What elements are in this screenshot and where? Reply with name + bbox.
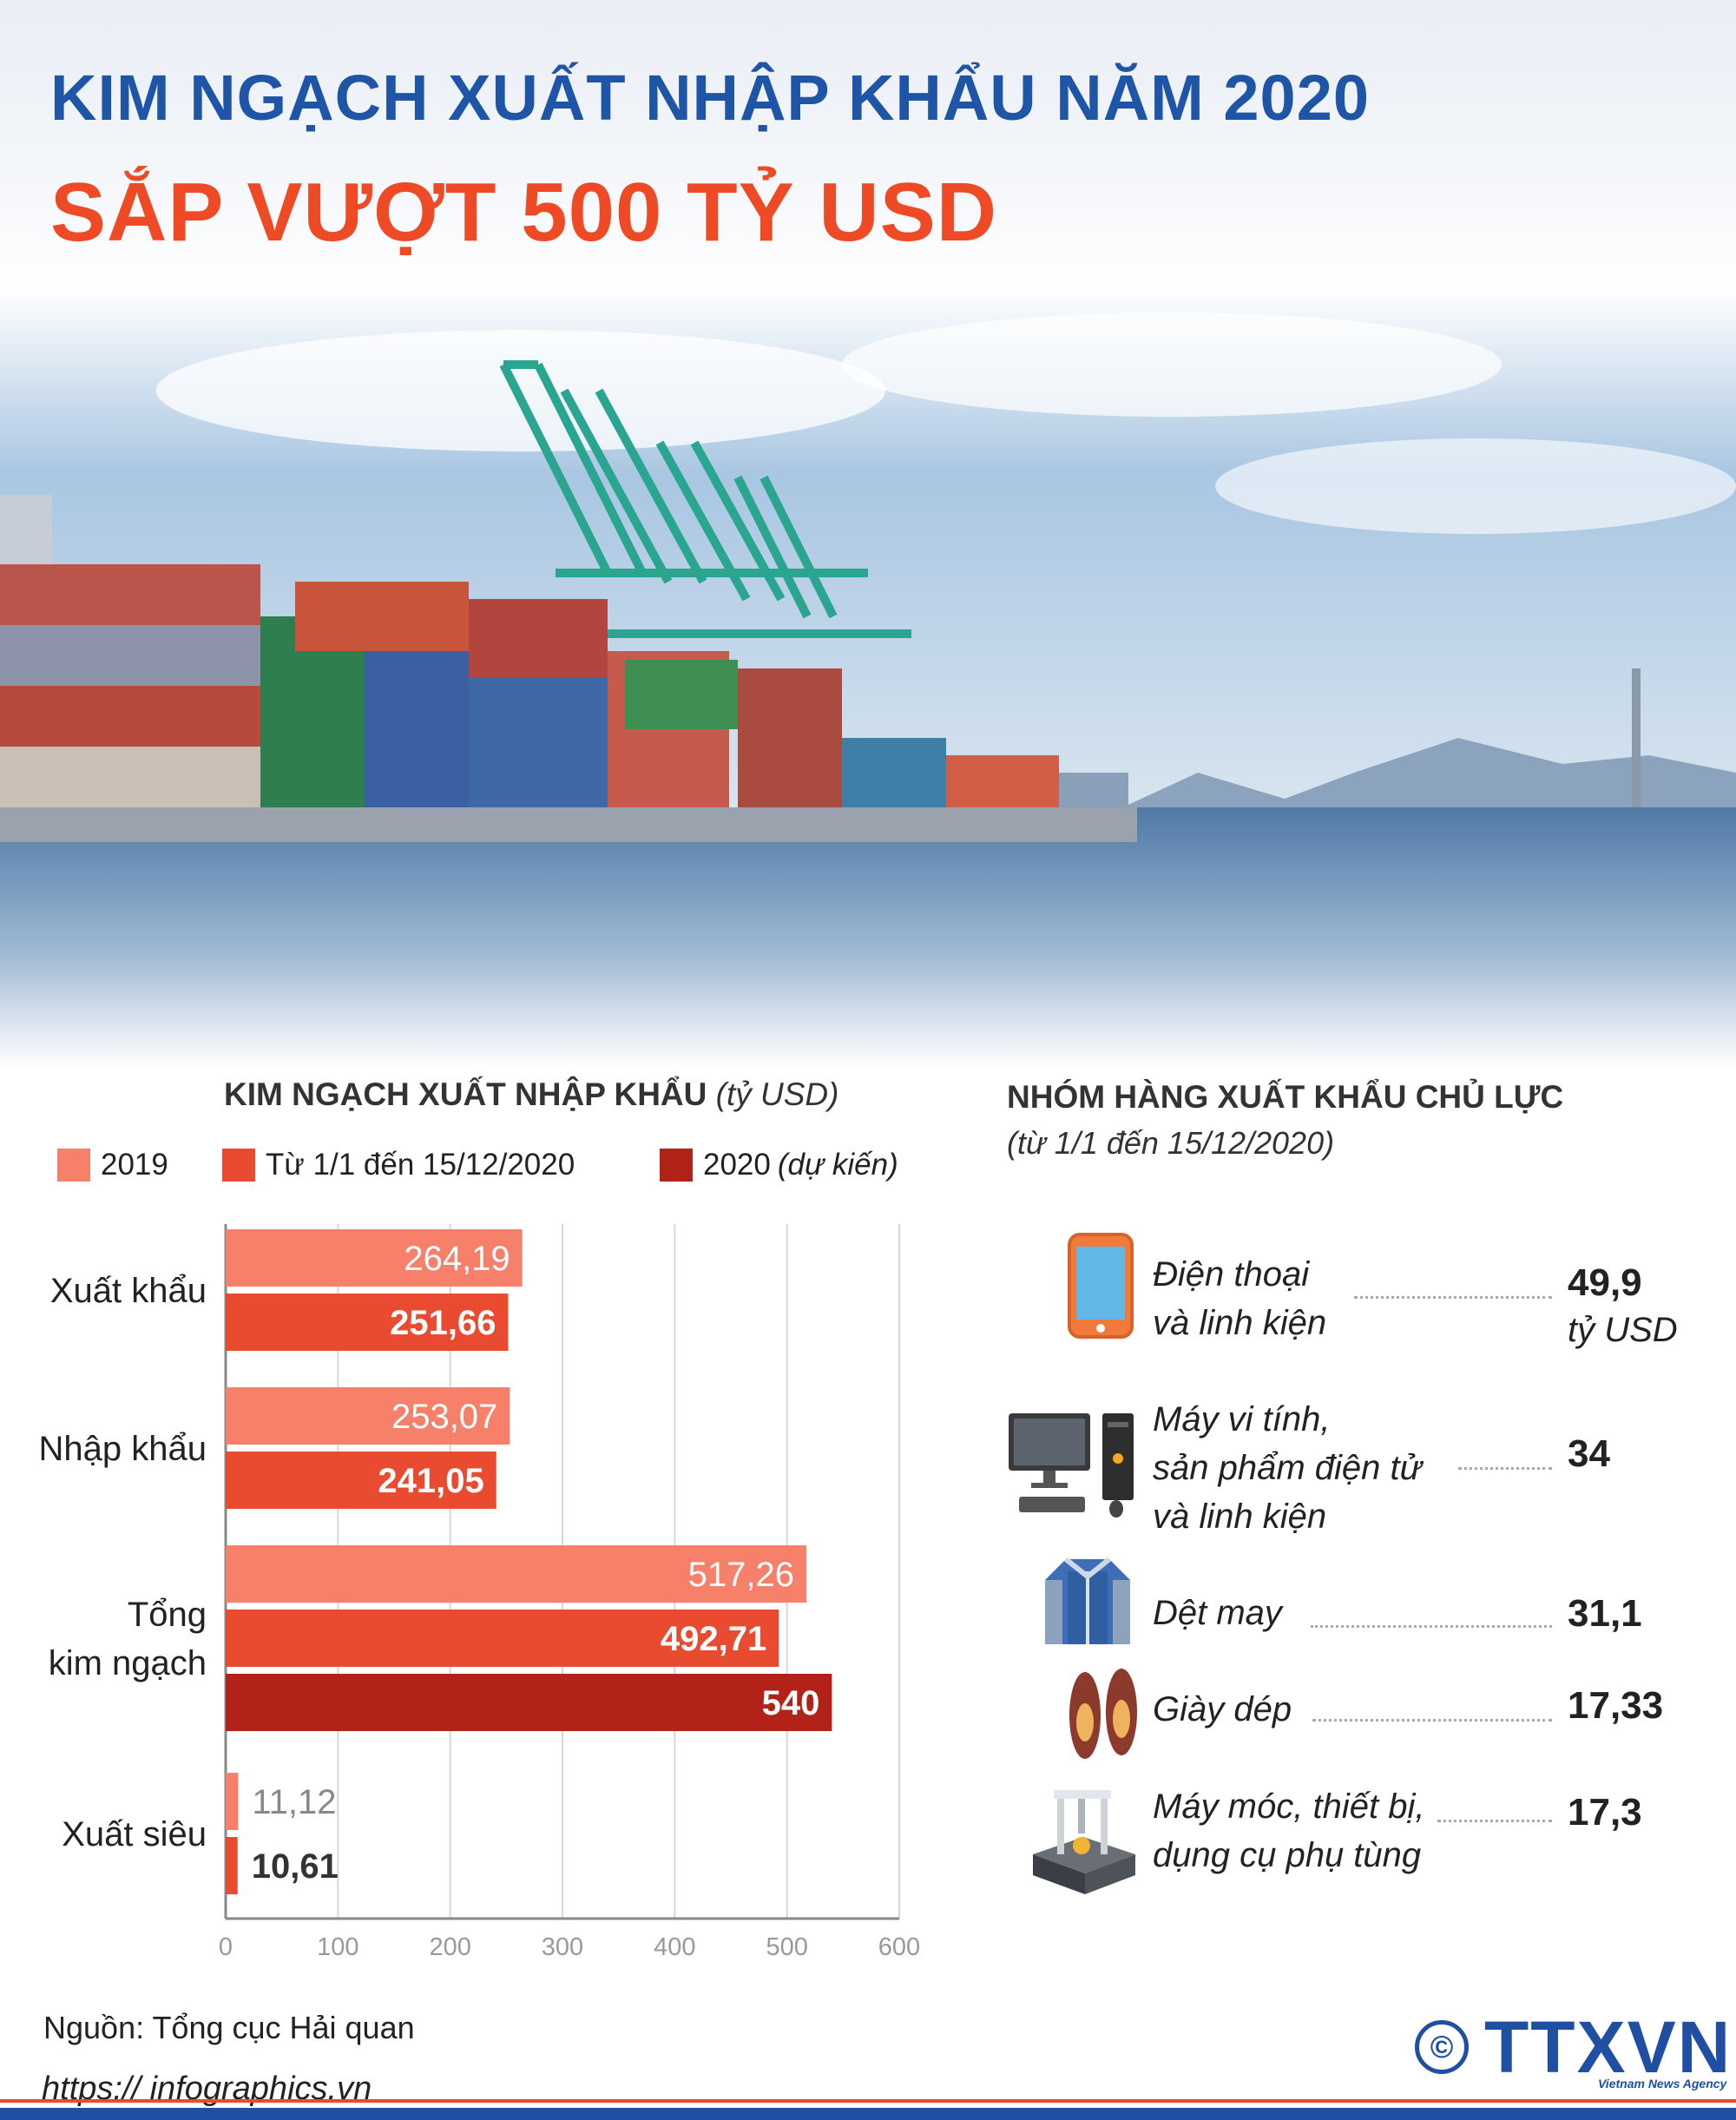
legend-label: 2019: [101, 1148, 168, 1182]
bar: [226, 1452, 496, 1509]
bar-value-label: 241,05: [378, 1462, 483, 1500]
export-item-name: Dệt may: [1153, 1594, 1282, 1632]
chimney: [1632, 668, 1641, 807]
leader-dots: [1354, 1296, 1552, 1299]
category-label: kim ngạch: [49, 1644, 207, 1682]
sea: [0, 807, 1736, 1068]
export-item-name: Máy móc, thiết bị, dụng cụ phụ tùng: [1153, 1788, 1425, 1874]
export-list-subtitle: (từ 1/1 đến 15/12/2020): [1007, 1125, 1335, 1161]
bar-value-label: 264,19: [404, 1240, 510, 1278]
bar-value-label: 492,71: [661, 1620, 766, 1658]
leader-dots: [1312, 1719, 1552, 1722]
export-item-name: Máy vi tính, sản phẩm điện tử và linh ki…: [1153, 1400, 1422, 1536]
chart-title: KIM NGẠCH XUẤT NHẬP KHẨU (tỷ USD): [224, 1076, 838, 1113]
distant-hills: [1085, 738, 1736, 825]
bar: [226, 1294, 509, 1351]
legend-swatch: [222, 1149, 255, 1182]
ttxvn-logo: © TTXVN Vietnam News Agency: [1415, 2006, 1733, 2090]
bar: [226, 1545, 806, 1603]
header-band: [0, 0, 1736, 286]
bar: [226, 1773, 239, 1830]
legend-swatch: [660, 1149, 693, 1182]
tick-label: 300: [542, 1933, 583, 1961]
export-list-title: NHÓM HÀNG XUẤT KHẨU CHỦ LỰC: [1007, 1079, 1564, 1115]
tick-label: 100: [317, 1933, 358, 1961]
tick-label: 500: [766, 1933, 807, 1961]
export-item-value: 17,33: [1568, 1684, 1664, 1727]
footer-accent-line: [0, 2099, 1736, 2103]
shoes-icon: [1069, 1669, 1137, 1759]
category-label: Xuất siêu: [62, 1815, 207, 1853]
jacket-icon: [1045, 1557, 1130, 1644]
export-item-value: 34: [1568, 1432, 1610, 1475]
cloud: [842, 313, 1502, 417]
copyright-icon: ©: [1415, 2020, 1469, 2074]
tick-label: 200: [429, 1933, 470, 1961]
export-item-value: 17,3: [1568, 1791, 1642, 1834]
legend-item-2019: 2019: [57, 1148, 168, 1182]
legend-label: Từ 1/1 đến 15/12/2020: [266, 1148, 575, 1182]
cranes: [499, 360, 911, 638]
legend-item-ytd-2020: Từ 1/1 đến 15/12/2020: [222, 1148, 575, 1182]
machine-icon: [1033, 1790, 1135, 1894]
bar-value-label: 540: [762, 1684, 820, 1722]
export-item-unit: tỷ USD: [1568, 1311, 1678, 1349]
tick-label: 400: [654, 1933, 695, 1961]
bar: [226, 1229, 523, 1287]
source-note: Nguồn: Tổng cục Hải quan: [43, 2010, 415, 2045]
pier: [0, 807, 1137, 842]
legend-label: 2020: [703, 1148, 771, 1182]
bar: [226, 1610, 779, 1667]
tick-label: 600: [878, 1933, 920, 1961]
cloud: [1215, 438, 1736, 534]
legend-label-note: (dự kiến): [777, 1148, 898, 1182]
page-subtitle: SẮP VƯỢT 500 TỶ USD: [50, 166, 998, 259]
chart-unit: (tỷ USD): [715, 1076, 839, 1112]
footer-bar: [0, 2108, 1736, 2120]
bar-value-label: 10,61: [252, 1847, 339, 1886]
phone-icon: [1068, 1233, 1134, 1339]
bar-value-label: 11,12: [252, 1783, 336, 1821]
bar-chart: 0 100 200 300 400 500 600 Xuất khẩu Nhập khẩu Tổn…: [39, 1224, 920, 1961]
leader-dots: [1311, 1625, 1552, 1628]
port-illustration: [0, 286, 1736, 1068]
leader-dots: [1437, 1820, 1552, 1822]
bar: [226, 1674, 832, 1731]
export-item-value: 49,9: [1568, 1261, 1642, 1304]
container-stacks: [0, 495, 1128, 825]
page-title: KIM NGẠCH XUẤT NHẬP KHẨU NĂM 2020: [50, 62, 1371, 134]
computer-icon: [1009, 1413, 1134, 1518]
bar-value-label: 517,26: [688, 1556, 794, 1594]
logo-subtext: Vietnam News Agency: [1597, 2077, 1727, 2090]
chart-title-text: KIM NGẠCH XUẤT NHẬP KHẨU: [224, 1076, 707, 1112]
bar: [226, 1387, 510, 1445]
bar-value-label: 251,66: [390, 1304, 496, 1342]
export-item-name: Giày dép: [1153, 1690, 1292, 1728]
export-item-name: Điện thoại và linh kiện: [1153, 1255, 1327, 1342]
leader-dots: [1458, 1467, 1552, 1470]
legend-item-2020-forecast: 2020 (dự kiến): [660, 1148, 898, 1182]
tick-label: 0: [219, 1933, 233, 1961]
legend-swatch: [57, 1149, 90, 1182]
category-label: Tổng: [128, 1596, 207, 1634]
logo-text: TTXVN: [1484, 2006, 1733, 2088]
bar-value-label: 253,07: [391, 1398, 497, 1436]
export-item-value: 31,1: [1568, 1592, 1642, 1635]
category-label: Xuất khẩu: [50, 1272, 207, 1310]
category-label: Nhập khẩu: [39, 1430, 207, 1468]
bar: [226, 1837, 238, 1894]
